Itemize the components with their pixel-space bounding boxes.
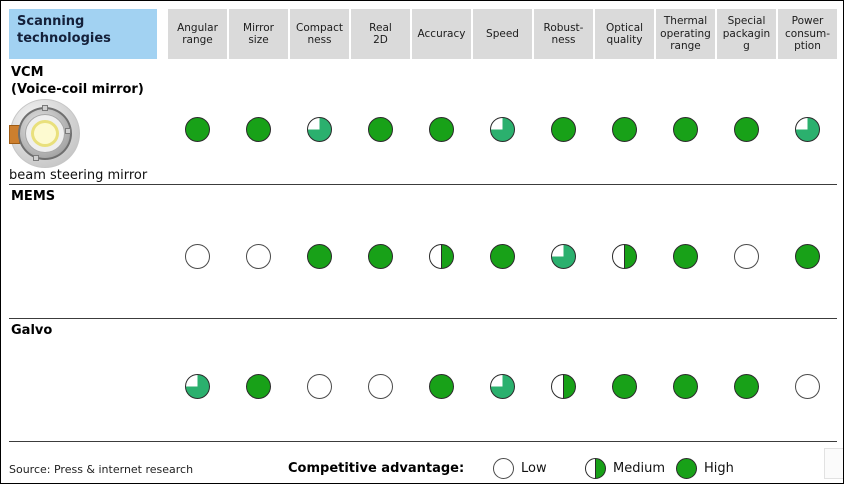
rating-ball xyxy=(368,116,393,142)
rating-ball xyxy=(185,116,210,142)
footer-divider xyxy=(9,441,837,442)
legend-item-low: Low xyxy=(493,458,547,479)
rating-ball xyxy=(490,243,515,269)
column-header: Special packagin g xyxy=(717,9,776,59)
rating-ball xyxy=(368,373,393,399)
rating-ball xyxy=(734,116,759,142)
column-header: Thermal operating range xyxy=(656,9,715,59)
column-header: Compact ness xyxy=(290,9,349,59)
legend-label: High xyxy=(704,461,734,476)
section-divider xyxy=(9,318,837,319)
column-header: Power consum- ption xyxy=(778,9,837,59)
rating-ball xyxy=(551,116,576,142)
column-header: Optical quality xyxy=(595,9,654,59)
rating-ball xyxy=(185,243,210,269)
rating-ball xyxy=(734,373,759,399)
page-title: Scanning technologies xyxy=(9,9,157,59)
column-header: Accuracy xyxy=(412,9,471,59)
rating-ball xyxy=(429,243,454,269)
legend-title: Competitive advantage: xyxy=(288,461,465,476)
legend-item-high: High xyxy=(676,458,734,479)
rating-ball xyxy=(307,373,332,399)
row-label-vcm: VCM (Voice-coil mirror) xyxy=(11,65,144,97)
legend-ball-high xyxy=(676,458,697,479)
column-header: Mirror size xyxy=(229,9,288,59)
rating-ball xyxy=(795,116,820,142)
beam-steering-mirror-photo xyxy=(9,98,81,169)
rating-ball xyxy=(551,373,576,399)
rating-ball xyxy=(246,116,271,142)
mirror-center xyxy=(31,120,59,147)
rating-ball xyxy=(490,373,515,399)
rating-ball xyxy=(673,373,698,399)
section-divider xyxy=(9,184,837,185)
column-header: Robust- ness xyxy=(534,9,593,59)
rating-ball xyxy=(246,373,271,399)
rating-ball xyxy=(490,116,515,142)
rating-ball xyxy=(795,243,820,269)
rating-ball xyxy=(368,243,393,269)
legend-ball-low xyxy=(493,458,514,479)
rating-ball xyxy=(673,116,698,142)
rating-ball xyxy=(673,243,698,269)
rating-ball xyxy=(185,373,210,399)
rating-ball xyxy=(795,373,820,399)
rating-ball xyxy=(734,243,759,269)
column-header: Angular range xyxy=(168,9,227,59)
rating-ball xyxy=(551,243,576,269)
watermark-box xyxy=(824,448,843,479)
legend-label: Low xyxy=(521,461,547,476)
rating-ball xyxy=(612,116,637,142)
rating-ball xyxy=(612,243,637,269)
rating-ball xyxy=(612,373,637,399)
rating-ball xyxy=(429,373,454,399)
rating-ball xyxy=(246,243,271,269)
row-label-mems: MEMS xyxy=(11,189,56,204)
mount-tab xyxy=(65,128,71,134)
mount-tab xyxy=(33,155,39,161)
row-label-galvo: Galvo xyxy=(11,323,53,338)
legend-item-medium: Medium xyxy=(585,458,665,479)
rating-ball xyxy=(307,116,332,142)
mount-tab xyxy=(42,105,48,111)
source-note: Source: Press & internet research xyxy=(9,463,194,476)
legend-label: Medium xyxy=(613,461,665,476)
column-header: Speed xyxy=(473,9,532,59)
rating-ball xyxy=(429,116,454,142)
image-caption: beam steering mirror xyxy=(9,168,148,183)
column-header: Real 2D xyxy=(351,9,410,59)
legend-ball-medium xyxy=(585,458,606,479)
rating-ball xyxy=(307,243,332,269)
